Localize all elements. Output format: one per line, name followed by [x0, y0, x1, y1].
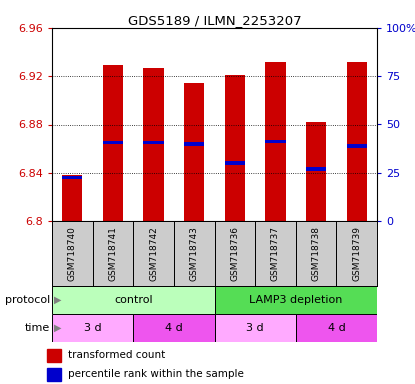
Bar [47, 349, 61, 362]
Bar [174, 221, 215, 286]
Bar [347, 144, 367, 148]
Bar [52, 314, 133, 342]
Bar [103, 65, 123, 221]
Text: control: control [114, 295, 153, 305]
Text: GSM718736: GSM718736 [230, 226, 239, 281]
Bar [103, 141, 123, 144]
Bar [296, 314, 377, 342]
Bar [184, 142, 204, 146]
Text: GSM718742: GSM718742 [149, 226, 158, 281]
Bar [52, 286, 215, 314]
Text: GSM718743: GSM718743 [190, 226, 199, 281]
Text: GSM718737: GSM718737 [271, 226, 280, 281]
Text: ▶: ▶ [54, 323, 61, 333]
Bar [144, 68, 164, 221]
Bar [337, 221, 377, 286]
Bar [215, 314, 296, 342]
Bar [144, 141, 164, 144]
Text: GSM718741: GSM718741 [108, 226, 117, 281]
Text: protocol: protocol [5, 295, 50, 305]
Bar [255, 221, 296, 286]
Bar [306, 167, 326, 171]
Text: percentile rank within the sample: percentile rank within the sample [68, 369, 244, 379]
Text: 4 d: 4 d [327, 323, 345, 333]
Text: time: time [24, 323, 50, 333]
Bar [184, 83, 204, 221]
Bar [265, 62, 286, 221]
Bar [52, 221, 93, 286]
Text: 3 d: 3 d [247, 323, 264, 333]
Bar [47, 368, 61, 381]
Bar [133, 314, 215, 342]
Bar [265, 139, 286, 143]
Bar [62, 175, 83, 221]
Text: ▶: ▶ [54, 295, 61, 305]
Text: 4 d: 4 d [165, 323, 183, 333]
Bar [225, 161, 245, 165]
Bar [347, 62, 367, 221]
Bar [225, 75, 245, 221]
Text: transformed count: transformed count [68, 350, 165, 360]
Text: GSM718739: GSM718739 [352, 226, 361, 281]
Bar [215, 286, 377, 314]
Bar [306, 122, 326, 221]
Bar [62, 176, 83, 179]
Text: GSM718740: GSM718740 [68, 226, 77, 281]
Text: GSM718738: GSM718738 [312, 226, 320, 281]
Bar [93, 221, 133, 286]
Bar [296, 221, 337, 286]
Text: 3 d: 3 d [84, 323, 101, 333]
Bar [215, 221, 255, 286]
Bar [133, 221, 174, 286]
Title: GDS5189 / ILMN_2253207: GDS5189 / ILMN_2253207 [128, 14, 301, 27]
Text: LAMP3 depletion: LAMP3 depletion [249, 295, 342, 305]
